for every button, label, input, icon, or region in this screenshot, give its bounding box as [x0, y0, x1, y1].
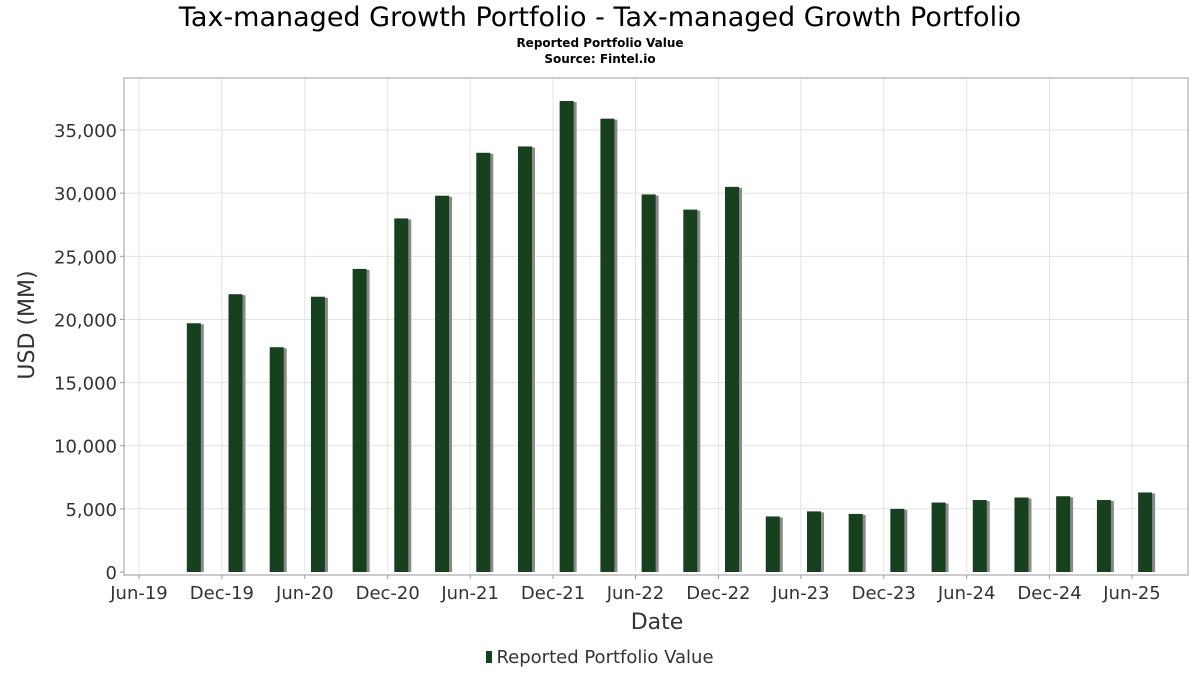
legend: Reported Portfolio Value	[0, 647, 1200, 668]
y-tick-label: 35,000	[54, 121, 117, 142]
chart-subtitle: Reported Portfolio Value	[516, 36, 684, 50]
bar	[476, 152, 491, 572]
x-tick-label: Dec-23	[852, 583, 916, 604]
bar	[186, 323, 201, 572]
legend-swatch	[486, 651, 493, 663]
bar	[1014, 497, 1029, 572]
y-tick-label: 5,000	[65, 500, 117, 521]
grid-lines	[124, 78, 1188, 572]
x-axis-label: Date	[631, 610, 684, 635]
bar	[352, 268, 367, 572]
chart-source: Source: Fintel.io	[544, 52, 656, 66]
bar	[517, 146, 532, 573]
bar	[641, 194, 656, 572]
y-tick-label: 15,000	[54, 374, 117, 395]
chart-title: Tax-managed Growth Portfolio - Tax-manag…	[178, 2, 1022, 33]
bar	[435, 195, 450, 573]
x-tick-label: Jun-23	[771, 583, 830, 604]
x-tick-label: Dec-20	[356, 583, 420, 604]
bars	[186, 101, 1156, 573]
bar	[848, 513, 863, 572]
x-tick-label: Jun-24	[937, 583, 996, 604]
x-tick-label: Dec-24	[1017, 583, 1081, 604]
y-tick-label: 20,000	[54, 310, 117, 331]
x-tick-label: Jun-21	[440, 583, 499, 604]
x-tick-label: Jun-22	[606, 583, 665, 604]
bar	[228, 294, 243, 572]
x-tick-label: Dec-19	[190, 583, 254, 604]
y-axis-label: USD (MM)	[15, 270, 40, 379]
x-tick-label: Jun-19	[109, 583, 168, 604]
bar	[765, 516, 780, 572]
bar	[269, 347, 284, 572]
bar	[1056, 496, 1071, 572]
y-tick-label: 25,000	[54, 247, 117, 268]
bar	[806, 511, 821, 572]
bar	[600, 118, 615, 572]
bar	[931, 502, 946, 572]
legend-label: Reported Portfolio Value	[496, 647, 714, 668]
x-tick-label: Jun-20	[275, 583, 334, 604]
bar	[683, 209, 698, 573]
bar	[310, 296, 325, 572]
x-tick-label: Dec-21	[521, 583, 585, 604]
x-tick-label: Dec-22	[686, 583, 750, 604]
bar	[1096, 500, 1111, 572]
plot-area-border	[123, 77, 1189, 576]
bar	[972, 500, 987, 572]
bar	[890, 508, 905, 572]
bar	[559, 101, 574, 572]
bar	[1138, 492, 1153, 572]
axes: 0 5,000 10,000 15,000 20,000 25,000 30,000 35,0…	[54, 121, 1161, 604]
y-tick-label: 30,000	[54, 184, 117, 205]
y-tick-label: 10,000	[54, 437, 117, 458]
bar	[394, 218, 409, 572]
bar	[724, 186, 739, 572]
y-tick-label: 0	[106, 563, 117, 584]
x-tick-label: Jun-25	[1102, 583, 1161, 604]
